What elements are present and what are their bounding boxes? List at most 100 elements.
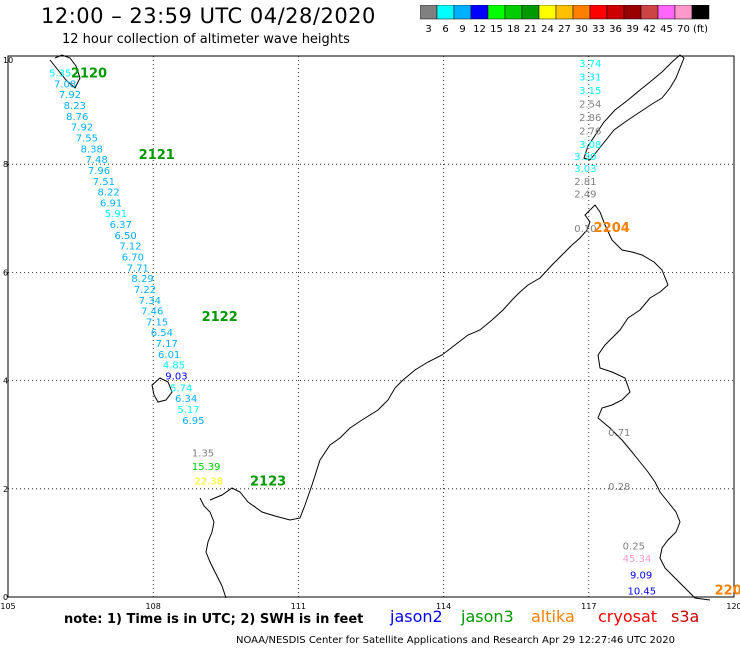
footnote: note: 1) Time is in UTC; 2) SWH is in fe… (64, 612, 364, 627)
swh-value-label: 0.10 (574, 224, 596, 235)
swh-value-label: 3.08 (579, 140, 601, 151)
satellite-s3a: s3a (671, 607, 700, 626)
swh-value-label: 22.38 (194, 476, 223, 487)
swh-value-label: 5.17 (177, 405, 199, 416)
swh-value-label: 6.37 (110, 220, 132, 231)
swh-value-label: 7.08 (54, 79, 76, 90)
swh-value-label: 5.74 (170, 383, 192, 394)
map-frame (7, 55, 735, 598)
lon-tick-label: 117 (581, 602, 596, 611)
map-subtitle: 12 hour collection of altimeter wave hei… (62, 32, 350, 47)
swh-value-label: 9.03 (165, 372, 187, 383)
swh-value-label: 7.17 (156, 339, 178, 350)
swh-value-label: 5.91 (105, 209, 127, 220)
swh-value-label: 5.35 (49, 69, 71, 80)
swh-value-label: 8.38 (81, 144, 103, 155)
lon-tick-label: 111 (291, 602, 306, 611)
colorbar-label: (ft) (693, 24, 708, 35)
lon-tick-label: 114 (436, 602, 451, 611)
credit-line: NOAA/NESDIS Center for Satellite Applica… (236, 635, 675, 646)
lon-tick-label: 105 (0, 602, 15, 611)
swh-value-label: 7.15 (146, 317, 168, 328)
swh-value-label: 7.22 (134, 285, 156, 296)
swh-value-label: 6.01 (158, 350, 180, 361)
lat-tick-label: 8 (3, 160, 8, 169)
lon-tick-label: 120 (726, 602, 740, 611)
pass-time-label: 2123 (250, 475, 286, 490)
pass-time-label: 2203 (715, 583, 740, 598)
swh-value-label: 9.09 (630, 571, 652, 582)
swh-value-label: 4.85 (163, 361, 185, 372)
swh-value-label: 15.39 (192, 462, 221, 473)
swh-value-label: 7.51 (93, 177, 115, 188)
swh-value-label: 2.86 (579, 113, 601, 124)
lat-tick-label: 2 (3, 485, 8, 494)
swh-value-label: 6.34 (175, 394, 197, 405)
swh-value-label: 8.22 (98, 188, 120, 199)
swh-value-label: 3.15 (579, 86, 601, 97)
colorbar-label: 30 (575, 24, 588, 35)
colorbar-label: 27 (558, 24, 571, 35)
swh-value-label: 7.96 (88, 166, 110, 177)
coastline-vietnam (49, 54, 81, 89)
satellite-jason2: jason2 (390, 607, 443, 626)
island-natuna (151, 377, 173, 403)
swh-value-label: 7.48 (85, 155, 107, 166)
swh-value-label: 8.23 (64, 101, 86, 112)
colorbar-label: 9 (459, 24, 465, 35)
coastline-luzon-palawan (583, 54, 685, 161)
swh-value-label: 2.49 (574, 190, 596, 201)
lon-tick-label: 108 (146, 602, 161, 611)
swh-value-label: 2.76 (579, 126, 601, 137)
swh-value-label: 6.91 (100, 198, 122, 209)
satellite-altika: altika (531, 607, 575, 626)
swh-value-label: 2.54 (579, 99, 601, 110)
colorbar-label: 42 (643, 24, 656, 35)
colorbar-label: 12 (473, 24, 486, 35)
colorbar-label: 21 (524, 24, 537, 35)
swh-value-label: 7.71 (127, 263, 149, 274)
colorbar-label: 45 (660, 24, 673, 35)
swh-value-label: 6.54 (151, 328, 173, 339)
satellite-jason3: jason3 (461, 607, 514, 626)
swh-value-label: 7.92 (59, 90, 81, 101)
swh-value-label: 0.71 (608, 428, 630, 439)
colorbar-label: 3 (425, 24, 431, 35)
colorbar-label: 18 (507, 24, 520, 35)
swh-value-label: 0.28 (608, 482, 630, 493)
coastline-sumatra (199, 497, 227, 599)
swh-value-label: 6.95 (182, 416, 204, 427)
colorbar-label: 15 (490, 24, 503, 35)
swh-value-label: 8.76 (66, 112, 88, 123)
map-title: 12:00 – 23:59 UTC 04/28/2020 (41, 4, 376, 28)
swh-value-label: 3.74 (579, 59, 601, 70)
colorbar-label: 70 (677, 24, 690, 35)
swh-value-label: 8.29 (131, 274, 153, 285)
lat-tick-label: 0 (3, 593, 8, 602)
colorbar-label: 36 (609, 24, 622, 35)
coastline-borneo (209, 204, 711, 601)
swh-value-label: 0.25 (623, 541, 645, 552)
swh-value-label: 6.70 (122, 252, 144, 263)
pass-time-label: 2204 (594, 221, 630, 236)
colorbar-label: 39 (626, 24, 639, 35)
colorbar-label: 33 (592, 24, 605, 35)
swh-value-label: 3.30 (574, 152, 596, 163)
swh-value-label: 45.34 (623, 554, 652, 565)
lat-tick-label: 4 (3, 377, 8, 386)
swh-value-label: 3.31 (579, 72, 601, 83)
colorbar-label: 24 (541, 24, 554, 35)
swh-value-label: 7.12 (119, 242, 141, 253)
swh-value-label: 7.46 (141, 307, 163, 318)
colorbar-label: 6 (442, 24, 448, 35)
colorbar-swatch (691, 5, 710, 20)
swh-value-label: 3.03 (574, 164, 596, 175)
colorbar-legend: 3 6 9 12 15 18 21 24 27 30 33 36 39 42 45 70 (ft) (420, 5, 710, 35)
swh-value-label: 7.34 (139, 296, 161, 307)
pass-time-label: 2121 (139, 148, 175, 163)
swh-value-label: 1.35 (192, 448, 214, 459)
swh-value-label: 7.92 (71, 123, 93, 134)
satellite-cryosat: cryosat (598, 607, 658, 626)
swh-value-label: 10.45 (628, 586, 657, 597)
